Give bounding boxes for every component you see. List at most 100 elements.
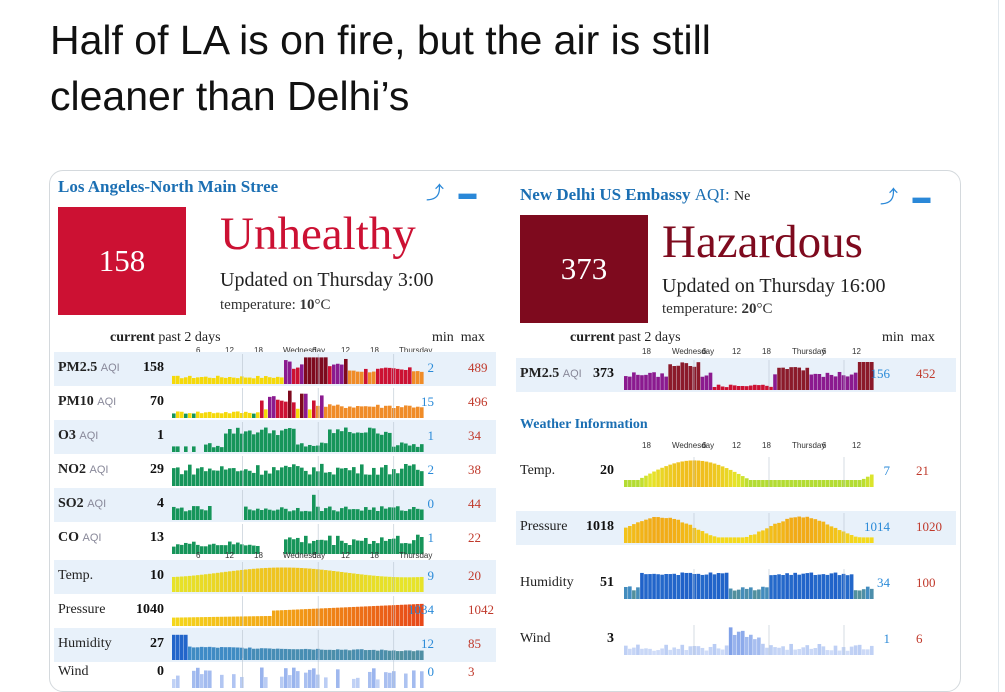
la-so2-sparkline-bar xyxy=(192,506,196,520)
share-icon[interactable]: ⤴ xyxy=(880,187,898,207)
la-temp-sparkline-bar xyxy=(236,570,240,592)
la-pressure-sparkline-bar xyxy=(260,616,264,626)
delhi-temp-sparkline-bar xyxy=(817,480,822,487)
la-so2-sparkline-bar xyxy=(416,508,420,520)
delhi-row-wind[interactable]: Wind 3 1 6 xyxy=(516,623,956,657)
delhi-humidity-sparkline-bar xyxy=(833,572,838,599)
la-no2-sparkline-bar xyxy=(192,474,196,486)
la-co-sparkline-bar xyxy=(292,539,296,554)
la-temp-sparkline-bar xyxy=(396,577,400,592)
la-wind-sparkline-bar xyxy=(356,677,360,688)
la-temp-sparkline-bar xyxy=(344,572,348,592)
la-row-humidity[interactable]: Humidity 27 12 85 xyxy=(54,628,496,662)
delhi-station-name[interactable]: New Delhi US Embassy AQI: Ne xyxy=(520,185,751,204)
la-widget: Los Angeles-North Main Stree ⤴ ▬ 158 Unh… xyxy=(54,175,496,690)
la-temp-sparkline-bar xyxy=(224,571,228,592)
la-temp-sparkline-bar xyxy=(268,567,272,592)
delhi-row-humidity[interactable]: Humidity 51 34 100 xyxy=(516,567,956,601)
delhi-temp-sparkline-bar xyxy=(736,473,741,487)
la-humidity-sparkline-bar xyxy=(412,651,416,660)
la-pm10-sparkline-bar xyxy=(256,412,260,418)
la-no2-sparkline-bar xyxy=(388,474,392,486)
delhi-humidity-sparkline xyxy=(624,569,874,599)
la-no2-sparkline-bar xyxy=(252,472,256,486)
delhi-row-pressure[interactable]: Pressure 1018 1014 1020 xyxy=(516,511,956,545)
tweet-image[interactable]: Los Angeles-North Main Stree ⤴ ▬ 158 Unh… xyxy=(49,170,961,692)
la-row-wind[interactable]: Wind 0 0 3 xyxy=(54,656,496,690)
la-so2-sparkline-bar xyxy=(276,509,280,520)
la-humidity-sparkline-bar xyxy=(188,646,192,660)
la-row-temp[interactable]: Temp. 10 9 20 xyxy=(54,560,496,594)
la-humidity-sparkline-bar xyxy=(192,647,196,660)
la-so2-sparkline-bar xyxy=(288,511,292,520)
la-pm25-sparkline-bar xyxy=(176,375,180,384)
la-time-axis-label: 6 xyxy=(312,346,317,355)
delhi-humidity-sparkline-bar xyxy=(640,572,644,599)
delhi-pressure-sparkline-bar xyxy=(861,537,866,543)
message-icon[interactable]: ▬ xyxy=(458,183,477,203)
la-row-pm25[interactable]: PM2.5 AQI 158 2 489 xyxy=(54,352,496,386)
la-no2-sparkline-bar xyxy=(224,469,228,486)
la-row-no2[interactable]: NO2 AQI 29 2 38 xyxy=(54,454,496,488)
message-icon[interactable]: ▬ xyxy=(912,187,931,207)
la-pressure-sparkline-bar xyxy=(236,616,240,626)
la-row-current: 1040 xyxy=(136,602,164,617)
delhi-pressure-sparkline-bar xyxy=(652,516,656,543)
delhi-humidity-sparkline-bar xyxy=(648,574,652,599)
delhi-temp-sparkline-bar xyxy=(765,480,769,487)
la-humidity-sparkline-bar xyxy=(328,649,332,660)
la-pm25-sparkline-bar xyxy=(244,377,248,384)
delhi-temp-sparkline-bar xyxy=(837,480,842,487)
la-co-sparkline-bar xyxy=(200,546,204,554)
la-co-sparkline-bar xyxy=(176,544,180,554)
delhi-pm25-sparkline-bar xyxy=(869,362,874,390)
delhi-pressure-sparkline-bar xyxy=(841,531,846,543)
la-co-sparkline-bar xyxy=(408,543,412,554)
la-pm25-sparkline-bar xyxy=(192,378,196,384)
la-o3-sparkline-bar xyxy=(280,430,284,452)
delhi-wind-sparkline-bar xyxy=(853,645,858,655)
la-temp-sparkline-bar xyxy=(356,573,360,592)
delhi-temp-sparkline-bar xyxy=(660,467,664,487)
la-no2-sparkline-bar xyxy=(228,468,232,486)
la-row-co[interactable]: CO AQI 13 1 22 xyxy=(54,522,496,556)
share-icon[interactable]: ⤴ xyxy=(426,183,444,203)
delhi-humidity-sparkline-bar xyxy=(865,586,870,599)
la-co-sparkline-bar xyxy=(376,543,380,554)
la-row-max: 489 xyxy=(468,360,488,375)
delhi-humidity-sparkline-bar xyxy=(857,590,862,599)
delhi-pm25-sparkline-bar xyxy=(720,386,725,390)
la-wind-sparkline-bar xyxy=(284,668,288,688)
la-temp-sparkline-bar xyxy=(260,568,264,592)
la-temp-sparkline-bar xyxy=(288,567,292,592)
delhi-wind-sparkline-bar xyxy=(753,639,757,655)
delhi-row-temp[interactable]: Temp. 20 7 21 xyxy=(516,455,956,489)
la-co-sparkline-bar xyxy=(304,535,308,554)
delhi-humidity-sparkline-bar xyxy=(749,587,753,599)
delhi-temp-sparkline-bar xyxy=(728,469,733,487)
la-o3-sparkline-bar xyxy=(216,445,220,452)
la-row-pm10[interactable]: PM10 AQI 70 15 496 xyxy=(54,386,496,420)
delhi-temp-sparkline-bar xyxy=(732,471,737,487)
la-temp-sparkline-bar xyxy=(180,576,184,592)
la-row-label: SO2 AQI xyxy=(58,496,107,511)
la-station-name[interactable]: Los Angeles-North Main Stree xyxy=(58,177,279,196)
la-row-o3[interactable]: O3 AQI 1 1 34 xyxy=(54,420,496,454)
la-row-so2[interactable]: SO2 AQI 4 0 44 xyxy=(54,488,496,522)
la-no2-sparkline-bar xyxy=(200,467,204,486)
la-o3-sparkline-bar xyxy=(252,434,256,452)
la-pm10-sparkline-bar xyxy=(356,406,360,418)
la-row-pressure[interactable]: Pressure 1040 1034 1042 xyxy=(54,594,496,628)
la-so2-sparkline-bar xyxy=(176,508,180,520)
delhi-humidity-sparkline-bar xyxy=(744,588,749,599)
la-wind-sparkline xyxy=(172,658,424,688)
delhi-row-pm25[interactable]: PM2.5 AQI 373 156 452 xyxy=(516,358,956,392)
delhi-wind-sparkline-bar xyxy=(708,646,713,655)
la-so2-sparkline-bar xyxy=(180,507,184,520)
la-row-label: Temp. xyxy=(58,568,94,583)
la-humidity-sparkline-bar xyxy=(368,649,372,660)
la-row-max: 44 xyxy=(468,496,481,511)
delhi-humidity-sparkline-bar xyxy=(712,574,717,599)
la-pressure-sparkline-bar xyxy=(404,604,408,626)
delhi-temp-sparkline-bar xyxy=(857,480,862,487)
